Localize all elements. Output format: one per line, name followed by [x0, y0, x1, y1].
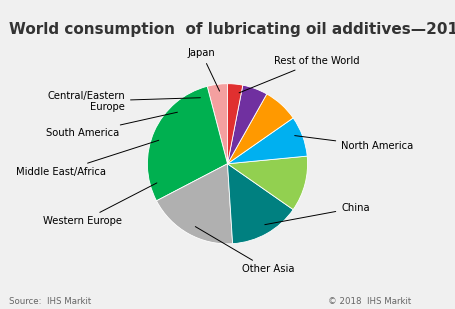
Text: Source:  IHS Markit: Source: IHS Markit: [9, 297, 91, 306]
Text: Japan: Japan: [188, 48, 220, 91]
Text: Central/Eastern
Europe: Central/Eastern Europe: [47, 91, 200, 112]
Wedge shape: [228, 94, 293, 164]
Text: North America: North America: [295, 136, 414, 151]
Wedge shape: [228, 164, 293, 244]
Text: Middle East/Africa: Middle East/Africa: [16, 140, 159, 177]
Wedge shape: [228, 85, 267, 164]
Text: China: China: [265, 203, 370, 225]
Wedge shape: [228, 156, 308, 210]
Wedge shape: [228, 118, 307, 164]
Text: Other Asia: Other Asia: [195, 226, 294, 274]
Text: World consumption  of lubricating oil additives—2018: World consumption of lubricating oil add…: [9, 22, 455, 37]
Wedge shape: [207, 84, 228, 164]
Wedge shape: [228, 84, 243, 164]
Text: © 2018  IHS Markit: © 2018 IHS Markit: [328, 297, 411, 306]
Text: Western Europe: Western Europe: [43, 183, 157, 226]
Wedge shape: [157, 164, 233, 244]
Text: Rest of the World: Rest of the World: [239, 56, 359, 93]
Wedge shape: [147, 86, 228, 201]
Text: South America: South America: [46, 112, 177, 138]
